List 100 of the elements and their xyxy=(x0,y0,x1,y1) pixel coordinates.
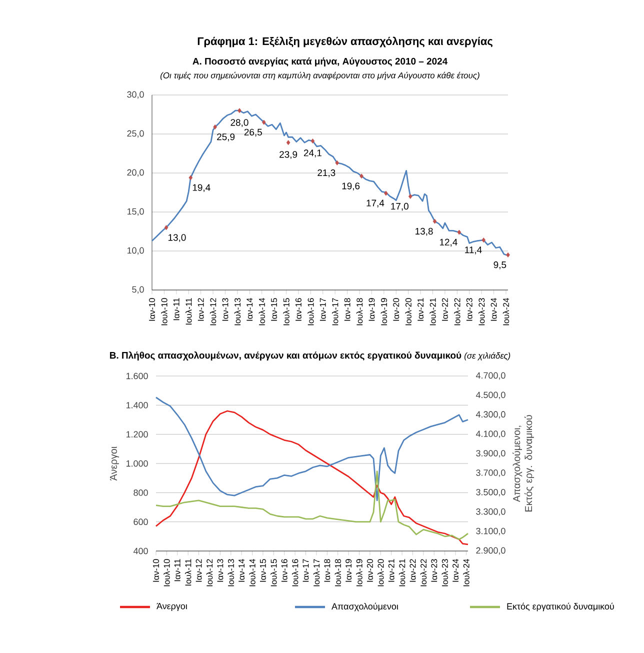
data-label: 17,0 xyxy=(391,202,408,211)
x-tick-label: Ιουλ-24 xyxy=(502,298,510,326)
x-tick-label: Ιαν-23 xyxy=(431,559,438,582)
data-label: 28,0 xyxy=(230,119,248,127)
x-tick-label: Ιουλ-15 xyxy=(270,559,277,586)
y-tick-label: 15,0 xyxy=(127,208,144,216)
x-tick-label: Ιαν-14 xyxy=(246,298,253,321)
point xyxy=(164,225,168,230)
point xyxy=(238,108,242,114)
x-tick-label: Ιαν-23 xyxy=(466,298,472,321)
x-tick-label: Ιουλ-20 xyxy=(405,298,412,326)
point xyxy=(310,138,315,144)
x-tick-label: Ιαν-21 xyxy=(388,559,394,582)
x-tick-label: Ιουλ-13 xyxy=(228,559,234,586)
x-tick-label: Ιαν-16 xyxy=(281,559,288,582)
y2-tick-label: 4.100,0 xyxy=(476,430,506,438)
y2-tick-label: 4.500,0 xyxy=(476,392,506,400)
point xyxy=(188,175,193,180)
x-tick-label: Ιουλ-12 xyxy=(210,298,216,326)
x-tick-label: Ιαν-17 xyxy=(302,559,309,582)
point xyxy=(482,238,486,243)
x-tick-label: Ιαν-16 xyxy=(295,298,302,321)
x-tick-label: Ιαν-10 xyxy=(153,559,159,582)
y-tick-label: 10,0 xyxy=(127,247,144,255)
data-label: 23,9 xyxy=(280,151,298,159)
data-label: 12,4 xyxy=(440,238,458,247)
x-tick-label: Ιουλ-17 xyxy=(332,298,338,326)
point xyxy=(335,160,340,166)
x-tick-label: Ιουλ-16 xyxy=(292,559,298,586)
y2-tick-label: 4.300,0 xyxy=(476,411,506,419)
x-tick-label: Ιουλ-10 xyxy=(164,559,170,586)
x-tick-label: Ιουλ-23 xyxy=(478,298,485,326)
x-tick-label: Ιουλ-18 xyxy=(334,559,341,586)
y2-tick-label: 3.700,0 xyxy=(476,470,506,477)
y-axis-title: Άνεργοι xyxy=(110,446,119,481)
x-tick-label: Ιουλ-23 xyxy=(442,559,448,586)
x-tick-label: Ιαν-13 xyxy=(217,559,224,582)
data-label: 13,8 xyxy=(416,228,433,236)
x-tick-label: Ιουλ-14 xyxy=(249,559,256,586)
data-label: 24,1 xyxy=(304,150,322,158)
legend-label: Άνεργοι xyxy=(156,602,188,612)
point xyxy=(262,120,266,125)
x-tick-label: Ιαν-12 xyxy=(196,559,202,582)
y2-tick-label: 3.500,0 xyxy=(476,488,506,496)
y-tick-label: 30,0 xyxy=(127,91,144,99)
y2-axis-title: Απασχολούμενοι, Εκτός εργ. δυναμικού xyxy=(512,415,534,512)
x-tick-label: Ιαν-11 xyxy=(173,298,180,320)
x-tick-label: Ιουλ-11 xyxy=(184,559,192,586)
point xyxy=(457,230,462,235)
point xyxy=(384,190,388,196)
x-tick-label: Ιουλ-24 xyxy=(463,559,470,586)
x-tick-label: Ιουλ-13 xyxy=(234,298,241,326)
point xyxy=(286,140,290,146)
x-tick-label: Ιουλ-11 xyxy=(186,298,192,325)
data-label: 9,5 xyxy=(494,261,506,270)
x-tick-label: Ιαν-20 xyxy=(366,559,373,582)
legend-label: Εκτός εργατικού δυναμικού xyxy=(507,602,614,612)
chart-subtitle: Α. Ποσοστό ανεργίας κατά μήνα, Αύγουστος 2010 – 2024 xyxy=(192,58,448,66)
text: (σε χιλιάδες) xyxy=(464,352,510,360)
x-tick-label: Ιουλ-15 xyxy=(283,298,290,326)
point xyxy=(432,218,437,224)
x-tick-label: Ιαν-19 xyxy=(368,298,375,321)
data-label: 19,6 xyxy=(342,182,360,190)
y-tick-label: 1.200 xyxy=(126,431,148,438)
chart-title: Β. Πλήθος απασχολουμένων, ανέργων και ατόμων εκτός εργατικού δυναμικού xyxy=(110,351,462,361)
y-tick-label: 1.600 xyxy=(126,372,148,380)
y-tick-label: 1.000 xyxy=(126,460,148,467)
data-label: 11,4 xyxy=(465,246,482,254)
x-tick-label: Ιαν-15 xyxy=(260,559,266,582)
x-tick-label: Ιαν-13 xyxy=(222,298,228,321)
x-tick-label: Ιαν-18 xyxy=(344,298,350,321)
x-tick-label: Ιαν-12 xyxy=(198,298,204,321)
y-tick-label: 800 xyxy=(134,489,148,496)
x-tick-label: Ιουλ-17 xyxy=(313,559,320,586)
data-label: 19,4 xyxy=(192,184,210,192)
data-label: 21,3 xyxy=(318,169,336,178)
legend-label: Απασχολούμενοι xyxy=(332,602,398,612)
x-tick-label: Ιαν-10 xyxy=(149,298,155,321)
x-tick-label: Ιαν-19 xyxy=(346,559,352,582)
x-tick-label: Ιουλ-22 xyxy=(420,559,427,586)
x-tick-label: Ιουλ-14 xyxy=(258,298,265,326)
point xyxy=(213,124,217,130)
x-tick-label: Ιαν-22 xyxy=(410,559,416,582)
y2-tick-label: 3.100,0 xyxy=(476,528,506,536)
point xyxy=(360,174,364,179)
x-tick-label: Ιουλ-18 xyxy=(356,298,363,326)
point xyxy=(506,252,510,258)
x-tick-label: Ιαν-11 xyxy=(174,559,180,582)
x-tick-label: Ιουλ-19 xyxy=(356,559,362,586)
x-tick-label: Ιαν-18 xyxy=(324,559,330,582)
x-tick-label: Ιαν-14 xyxy=(238,559,245,582)
x-tick-label: Ιαν-17 xyxy=(320,298,326,321)
x-tick-label: Ιουλ-19 xyxy=(380,298,388,326)
point xyxy=(408,194,412,199)
y-tick-label: 400 xyxy=(133,548,148,554)
x-tick-label: Ιουλ-20 xyxy=(378,559,384,586)
y-tick-label: 1.400 xyxy=(126,402,148,408)
y-tick-label: 25,0 xyxy=(127,130,144,138)
x-tick-label: Ιαν-20 xyxy=(393,298,400,321)
data-label: 25,9 xyxy=(217,133,235,142)
